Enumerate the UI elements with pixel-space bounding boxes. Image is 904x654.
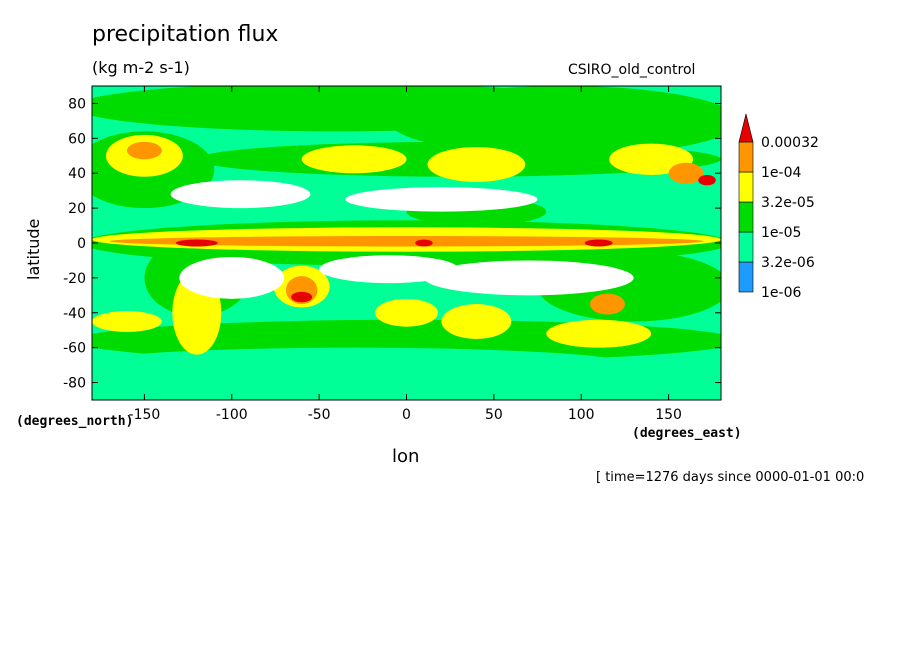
y-tick-label: -20: [63, 271, 86, 287]
precip-region-22: [126, 141, 162, 160]
colorbar-box: [738, 231, 754, 263]
colorbar-label: 1e-06: [761, 285, 801, 301]
x-axis-units: (degrees_east): [632, 426, 742, 441]
x-axis-label: lon: [392, 446, 420, 467]
colorbar-label: 0.00032: [761, 135, 819, 151]
colorbar-overflow-triangle: [738, 113, 754, 143]
colorbar-label: 1e-05: [761, 225, 801, 241]
precip-region-24: [589, 293, 625, 315]
x-tick-label: -50: [308, 407, 331, 423]
precip-region-26: [175, 239, 218, 247]
precip-region-18: [441, 304, 512, 339]
plot-area: [92, 86, 721, 400]
precip-region-25: [668, 162, 704, 184]
y-tick-label: 0: [77, 236, 86, 252]
precip-region-21: [109, 236, 704, 247]
y-tick-label: 20: [68, 201, 86, 217]
x-tick-label: 150: [655, 407, 682, 423]
precip-region-5: [92, 347, 634, 383]
colorbar-label: 1e-04: [761, 165, 801, 181]
colorbar-label: 3.2e-06: [761, 255, 815, 271]
x-tick-label: 50: [485, 407, 503, 423]
precip-region-13: [427, 147, 526, 182]
colorbar-box: [738, 201, 754, 233]
precip-region-12: [301, 145, 407, 174]
colorbar-label: 3.2e-05: [761, 195, 815, 211]
precip-region-34: [423, 260, 634, 296]
chart-title: precipitation flux: [92, 22, 279, 47]
y-axis-units: (degrees_north): [16, 414, 134, 429]
y-tick-label: -40: [63, 306, 86, 322]
colorbar-box: [738, 261, 754, 293]
precip-region-33: [179, 256, 285, 299]
timestamp: [ time=1276 days since 0000-01-01 00:0: [596, 470, 865, 485]
y-tick-label: -80: [63, 376, 86, 392]
precip-region-28: [415, 239, 433, 247]
x-tick-label: 0: [402, 407, 411, 423]
precip-region-29: [584, 239, 613, 247]
x-tick-label: -150: [129, 407, 161, 423]
colorbar-box: [738, 171, 754, 203]
precip-region-35: [319, 255, 459, 284]
precip-region-27: [291, 291, 313, 303]
source-label: CSIRO_old_control: [568, 62, 696, 78]
y-tick-label: -60: [63, 341, 86, 357]
y-tick-label: 80: [68, 96, 86, 112]
precip-region-20: [92, 311, 162, 332]
precip-region-30: [698, 174, 716, 186]
y-tick-label: 40: [68, 166, 86, 182]
precip-region-19: [546, 319, 652, 348]
y-tick-label: 60: [68, 131, 86, 147]
colorbar-box: [738, 141, 754, 173]
precip-region-32: [345, 187, 538, 212]
precip-region-1: [389, 86, 721, 156]
precip-region-17: [375, 298, 438, 327]
x-tick-label: 100: [568, 407, 595, 423]
x-tick-label: -100: [216, 407, 248, 423]
precip-region-31: [170, 180, 311, 209]
chart-subtitle: (kg m-2 s-1): [92, 58, 190, 77]
